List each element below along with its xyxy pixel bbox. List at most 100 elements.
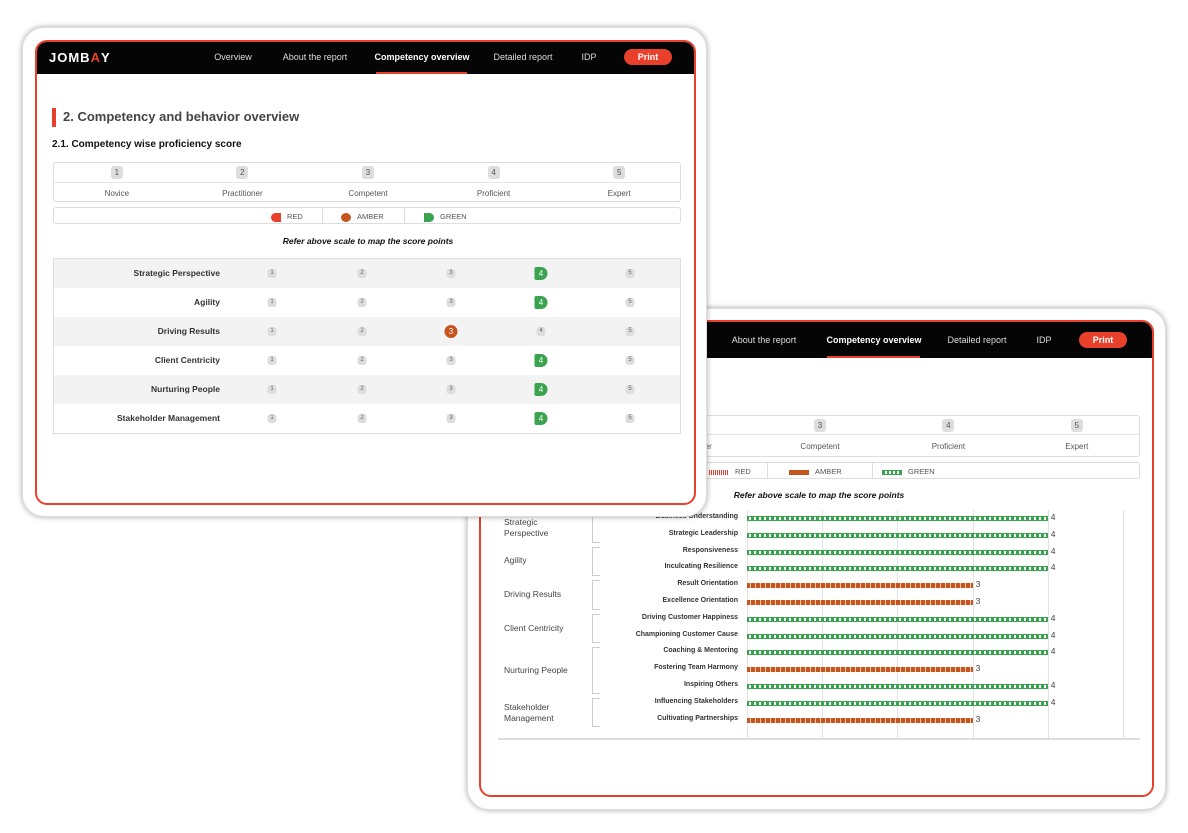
score-level: 4 [536,327,546,336]
competency-name: Agility [194,297,220,307]
nav-about-report[interactable]: About the report [282,52,348,62]
competency-name: Strategic Perspective [133,268,220,278]
nav-competency-overview[interactable]: Competency overview [374,52,470,62]
score-level: 2 [357,356,367,365]
scale-level-label: Proficient [931,442,966,451]
gridline [897,510,899,738]
score-level: 3 [446,414,456,423]
scale-level-label: Practitioner [222,189,263,198]
gridline [822,510,824,738]
behavior-label: Coaching & Mentoring [663,647,738,655]
gridline [972,510,974,738]
table-row: Stakeholder Management 1 2 3 4 5 [54,404,680,433]
bar-value: 4 [1050,528,1056,539]
subsection-title: 2.1. Competency wise proficiency score [52,139,242,150]
score-level: 3 [446,356,456,365]
scale-level-label: Novice [104,189,130,198]
print-button[interactable]: Print [624,49,672,65]
scale-level-number: 2 [236,166,249,179]
group-name: Driving Results [504,589,562,599]
behavior-label: Excellence Orientation [662,597,738,604]
scale-level-label: Competent [348,189,388,198]
group-bracket [592,580,600,610]
score-level: 5 [625,414,635,423]
group-bracket [592,513,600,543]
scale-level-number: 3 [814,419,826,432]
scale-level-label: Expert [1065,442,1089,451]
group-name: Stakeholder Management [504,701,554,723]
bar-value: 4 [1050,629,1056,640]
bar-green [747,549,1048,555]
group-bracket [592,647,600,694]
group-bracket [592,613,600,644]
behavior-label: Fostering Team Harmony [654,664,738,672]
bar-value: 3 [975,713,981,724]
divider [54,182,680,183]
behavior-bar-chart: Strategic Perspective Business Understand… [498,510,1140,740]
scale-level-number: 4 [487,166,500,179]
scale-reference-note: Refer above scale to map the score point… [733,490,905,500]
section-title: 2. Competency and behavior overview [63,109,300,124]
group-name: Client Centricity [504,622,564,633]
nav-detailed-report[interactable]: Detailed report [493,52,553,62]
table-row: Nurturing People 1 2 3 4 5 [54,375,680,404]
legend-green: GREEN [424,212,467,222]
score-level: 1 [267,414,277,423]
group-name: Strategic Perspective [504,516,549,538]
gridline [1123,510,1124,738]
scale-level-number: 5 [1070,419,1083,432]
group-bracket [592,546,600,577]
score-level: 1 [267,269,277,278]
group-name: Nurturing People [504,664,568,675]
legend-red: RED [709,467,751,476]
active-tab-indicator [827,356,920,358]
nav-detailed-report[interactable]: Detailed report [947,335,1007,345]
top-nav: JOMBAY Overview About the report Compete… [37,42,694,74]
score-level: 5 [625,327,635,336]
divider [499,434,1139,435]
nav-competency-overview[interactable]: Competency overview [826,335,922,345]
legend-amber: AMBER [341,212,384,222]
bar-value: 3 [975,596,981,606]
bar-value: 3 [975,663,981,674]
score-level: 2 [357,298,367,307]
competency-name: Stakeholder Management [117,413,220,423]
color-legend: RED AMBER GREEN [498,462,1140,479]
bar-green [747,532,1048,538]
group-name: Agility [504,555,527,566]
score-marker: 4 [534,354,548,367]
behavior-label: Cultivating Partnerships [657,714,738,722]
bar-value: 4 [1050,512,1056,522]
nav-about-report[interactable]: About the report [731,335,797,345]
table-row: Driving Results 1 2 3 4 5 [54,317,680,346]
score-level: 2 [357,269,367,278]
score-level: 3 [446,298,456,307]
score-level: 2 [357,385,367,394]
score-level: 1 [267,298,277,307]
score-level: 1 [267,356,277,365]
legend-green: GREEN [882,467,935,476]
bar-value: 4 [1050,612,1056,623]
group-bracket [592,697,600,728]
competency-score-table: Strategic Perspective 1 2 3 4 5 Agility 1 2 3 4 5 Dr… [53,258,681,434]
scale-level-label: Competent [800,442,840,451]
bar-green [747,516,1048,521]
bar-value: 3 [975,579,981,590]
bar-amber [747,583,973,589]
bar-value: 4 [1050,680,1056,690]
score-level: 3 [446,269,456,278]
print-button[interactable]: Print [1079,332,1127,348]
nav-overview[interactable]: Overview [214,52,252,62]
nav-idp[interactable]: IDP [581,52,597,62]
table-row: Agility 1 2 3 4 5 [54,288,680,317]
scale-reference-note: Refer above scale to map the score point… [282,236,454,246]
behavior-label: Business Understanding [655,513,738,520]
scale-level-number: 3 [362,166,374,179]
behavior-label: Strategic Leadership [668,529,738,537]
gridline [1047,510,1049,738]
bar-green [747,684,1048,689]
legend-amber: AMBER [789,467,842,476]
jombay-logo: JOMBAY [49,50,111,65]
nav-idp[interactable]: IDP [1036,335,1052,345]
bar-value: 4 [1050,562,1056,573]
